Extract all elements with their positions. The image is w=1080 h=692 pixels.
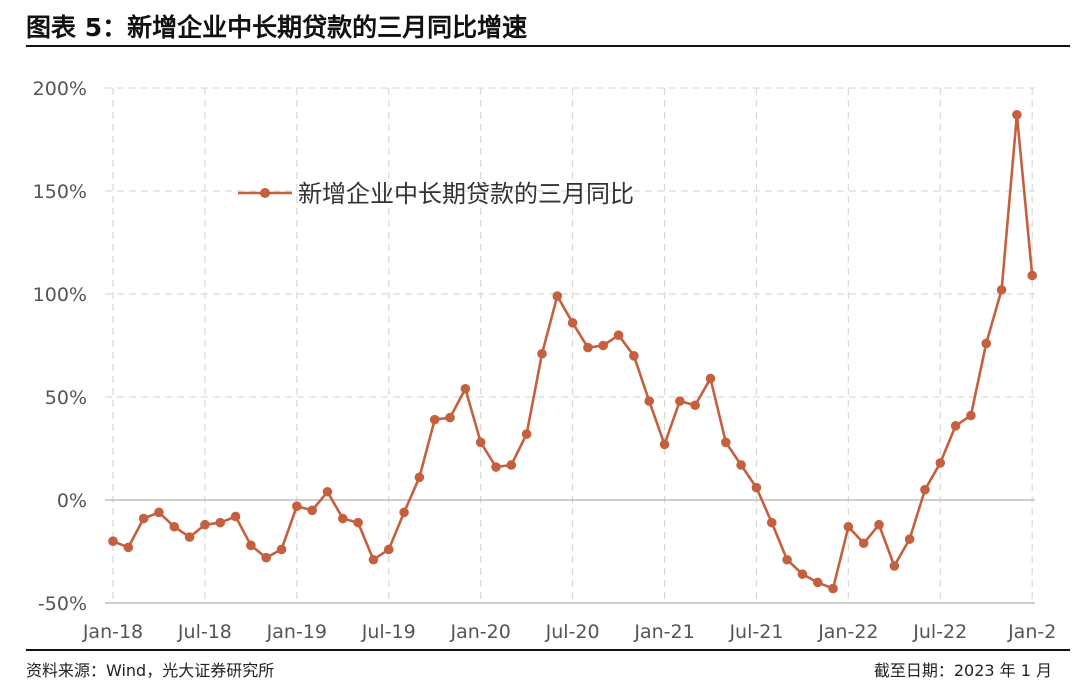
- data-point: [552, 291, 563, 301]
- x-tick-label: Jan-18: [82, 621, 143, 643]
- footer-rule: [26, 649, 1070, 651]
- data-point: [613, 330, 624, 341]
- x-tick-label: Jan-20: [450, 621, 511, 643]
- data-point: [429, 414, 440, 425]
- x-tick-label: Jul-21: [728, 621, 783, 643]
- data-point: [659, 439, 670, 450]
- x-tick-label: Jan-2: [1007, 621, 1056, 643]
- legend-marker: [260, 188, 270, 198]
- y-tick-label: 50%: [45, 387, 87, 409]
- x-tick-label: Jul-22: [912, 621, 967, 643]
- data-point: [108, 536, 118, 546]
- legend: 新增企业中长期贷款的三月同比: [238, 180, 634, 208]
- x-tick-label: Jan-22: [817, 621, 878, 643]
- x-axis-ticks: Jan-18 Jul-18 Jan-19 Jul-19 Jan-20 Jul-20 Jan-…: [82, 621, 1056, 643]
- data-point: [950, 421, 961, 431]
- data-point: [843, 521, 854, 532]
- data-point: [721, 437, 731, 448]
- data-point: [200, 519, 210, 530]
- data-point: [874, 519, 884, 530]
- y-axis-ticks: -50% 0% 50% 100% 150% 200%: [33, 78, 87, 615]
- data-point: [445, 412, 455, 423]
- x-tick-label: Jul-18: [177, 621, 232, 643]
- data-point: [644, 396, 654, 406]
- data-point: [567, 318, 578, 328]
- data-point: [414, 472, 425, 483]
- data-point: [1027, 270, 1037, 281]
- data-point: [537, 348, 547, 359]
- data-point: [506, 460, 517, 470]
- data-point: [889, 561, 900, 571]
- x-tick-label: Jan-19: [266, 621, 327, 643]
- data-point: [935, 458, 946, 468]
- data-point: [782, 554, 792, 565]
- data-point: [215, 517, 226, 528]
- data-point: [812, 577, 823, 588]
- title-rule: [26, 45, 1070, 47]
- x-tick-label: Jul-20: [545, 621, 600, 643]
- y-tick-label: -50%: [38, 593, 87, 615]
- x-tick-label: Jul-19: [361, 621, 416, 643]
- data-point: [598, 340, 609, 351]
- data-point: [629, 351, 639, 361]
- data-point: [138, 513, 149, 524]
- data-point: [1012, 109, 1022, 120]
- cutoff-date: 截至日期：2023 年 1 月: [873, 661, 1052, 680]
- data-point: [583, 342, 593, 353]
- data-point: [184, 532, 195, 542]
- data-point: [292, 501, 302, 511]
- data-point: [276, 544, 287, 555]
- data-point: [904, 534, 915, 544]
- y-tick-label: 150%: [33, 181, 87, 203]
- data-point: [675, 396, 685, 406]
- data-point: [996, 285, 1007, 295]
- data-point: [766, 517, 777, 528]
- y-tick-label: 100%: [33, 284, 87, 306]
- data-point: [858, 538, 869, 549]
- legend-label: 新增企业中长期贷款的三月同比: [298, 180, 634, 208]
- data-point: [751, 482, 762, 493]
- y-tick-label: 200%: [33, 78, 87, 100]
- data-point: [521, 429, 532, 439]
- data-point: [920, 484, 930, 495]
- series-group: [108, 109, 1037, 594]
- data-point: [123, 542, 134, 553]
- data-point: [322, 486, 333, 497]
- data-point: [828, 583, 838, 594]
- data-point: [460, 383, 471, 394]
- data-point: [307, 505, 317, 516]
- page-title: 图表 5：新增企业中长期贷款的三月同比增速: [26, 13, 528, 42]
- x-tick-label: Jan-21: [633, 621, 694, 643]
- vertical-gridlines: [112, 88, 1033, 603]
- data-point: [353, 517, 363, 528]
- horizontal-gridlines: [105, 87, 1035, 604]
- data-point: [475, 437, 486, 448]
- data-point: [981, 338, 992, 349]
- data-point: [491, 462, 501, 472]
- data-point: [261, 552, 272, 563]
- data-point: [690, 400, 700, 411]
- y-tick-label: 0%: [57, 490, 87, 512]
- data-point: [368, 554, 379, 565]
- data-point: [966, 410, 976, 421]
- data-point: [399, 507, 409, 518]
- data-point: [797, 569, 808, 579]
- data-point: [736, 460, 746, 470]
- data-point: [705, 373, 716, 384]
- data-point: [383, 544, 394, 555]
- source-note: 资料来源：Wind，光大证券研究所: [26, 661, 275, 680]
- data-point: [338, 513, 348, 524]
- data-point: [169, 521, 180, 532]
- data-point: [154, 507, 164, 518]
- data-point: [230, 511, 241, 522]
- data-point: [246, 540, 256, 551]
